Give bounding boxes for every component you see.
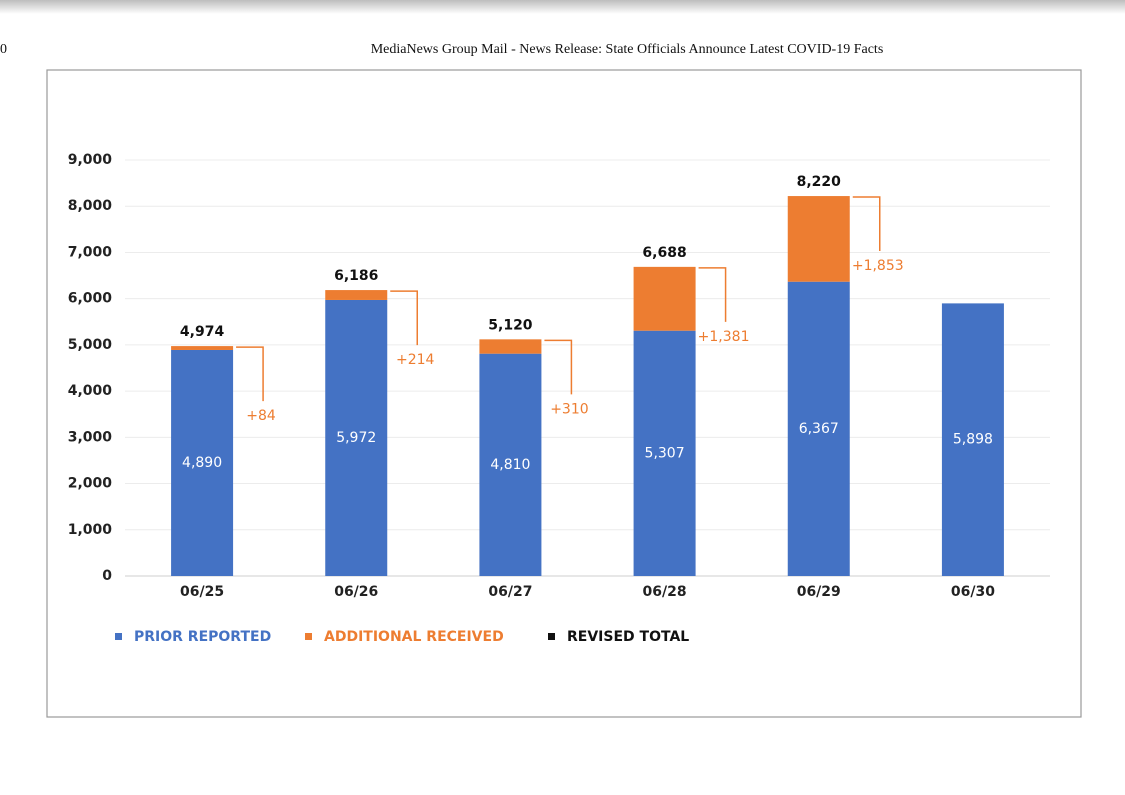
legend-swatch xyxy=(115,633,122,640)
y-tick-label: 2,000 xyxy=(68,476,113,492)
additional-label: +1,381 xyxy=(698,329,750,345)
x-tick-label: 06/30 xyxy=(951,584,995,600)
bar-additional xyxy=(479,339,542,354)
bar-additional xyxy=(633,266,696,331)
total-label: 4,974 xyxy=(180,324,225,340)
bracket xyxy=(236,346,264,402)
y-tick-label: 1,000 xyxy=(68,522,113,538)
bar-prior xyxy=(479,353,542,576)
x-tick-label: 06/29 xyxy=(797,584,841,600)
bracket xyxy=(698,267,727,322)
prior-label: 5,972 xyxy=(336,430,376,446)
y-tick-label: 0 xyxy=(102,568,112,584)
x-tick-label: 06/26 xyxy=(334,584,378,600)
legend-label: ADDITIONAL RECEIVED xyxy=(324,629,504,645)
page-title: MediaNews Group Mail - News Release: Sta… xyxy=(371,42,884,57)
bracket xyxy=(390,290,418,346)
x-tick-label: 06/28 xyxy=(643,584,687,600)
legend-label: REVISED TOTAL xyxy=(567,629,689,645)
total-label: 6,688 xyxy=(642,245,686,261)
bar-additional xyxy=(325,290,388,300)
prior-label: 5,898 xyxy=(953,432,993,448)
bar-additional xyxy=(787,196,850,282)
y-tick-label: 9,000 xyxy=(68,152,113,168)
y-tick-label: 6,000 xyxy=(68,291,113,307)
bar-prior xyxy=(941,303,1004,576)
total-label: 8,220 xyxy=(797,174,842,190)
legend-swatch xyxy=(548,633,555,640)
prior-label: 5,307 xyxy=(645,445,685,461)
prior-label: 6,367 xyxy=(799,421,839,437)
bar-prior xyxy=(171,349,234,576)
y-tick-label: 5,000 xyxy=(68,337,113,353)
legend-swatch xyxy=(305,633,312,640)
y-tick-label: 7,000 xyxy=(68,244,113,260)
additional-label: +1,853 xyxy=(852,258,904,274)
additional-label: +214 xyxy=(396,352,435,368)
bar-additional xyxy=(171,346,234,350)
x-tick-label: 06/25 xyxy=(180,584,224,600)
y-tick-label: 4,000 xyxy=(68,383,113,399)
bracket xyxy=(852,196,881,252)
total-label: 6,186 xyxy=(334,268,378,284)
bar-prior xyxy=(633,330,696,576)
bar-prior xyxy=(787,281,850,576)
bracket xyxy=(544,339,573,395)
y-tick-label: 8,000 xyxy=(68,198,113,214)
legend-label: PRIOR REPORTED xyxy=(134,629,271,645)
top-shadow xyxy=(0,0,1125,14)
page-number: 0 xyxy=(0,42,7,57)
x-tick-label: 06/27 xyxy=(488,584,532,600)
prior-label: 4,890 xyxy=(182,455,222,471)
total-label: 5,120 xyxy=(488,317,533,333)
additional-label: +310 xyxy=(550,401,588,417)
y-tick-label: 3,000 xyxy=(68,429,113,445)
bar-prior xyxy=(325,299,388,576)
additional-label: +84 xyxy=(246,408,276,424)
prior-label: 4,810 xyxy=(490,457,530,473)
